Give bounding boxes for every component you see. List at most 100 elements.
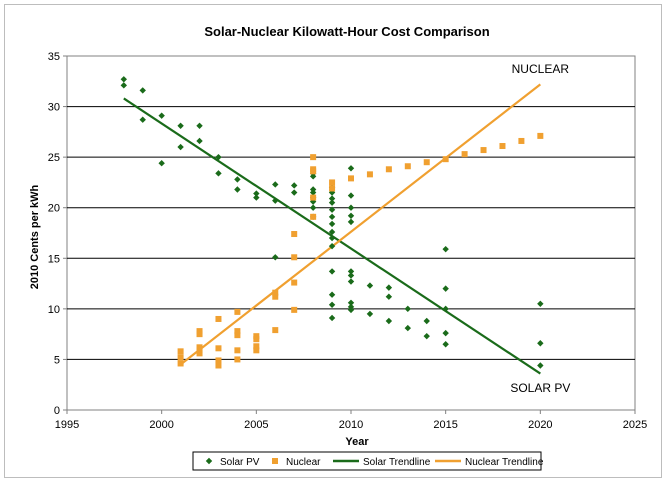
data-points [120, 76, 544, 369]
x-tick-label: 2020 [528, 419, 552, 431]
solar-pv-point [404, 324, 411, 332]
legend-marker [272, 458, 278, 464]
x-tick-label: 2025 [623, 419, 647, 431]
solar-pv-point [328, 291, 336, 298]
solar-pv-point [366, 310, 374, 318]
solar-pv-point [442, 341, 449, 348]
solar-pv-point [366, 282, 374, 289]
solar-pv-point [328, 220, 336, 228]
nuclear-point [234, 308, 241, 315]
chart: Solar-Nuclear Kilowatt-Hour Cost Compari… [29, 24, 647, 471]
solar-pv-point [328, 234, 336, 242]
solar-pv-point [328, 242, 336, 250]
solar-pv-point [291, 182, 298, 189]
y-tick-label: 10 [48, 304, 60, 316]
nuclear-point [404, 163, 411, 170]
legend-label: Nuclear Trendline [465, 457, 544, 468]
nuclear-point [234, 328, 241, 335]
nuclear-point [234, 356, 241, 363]
legend-label: Solar Trendline [363, 457, 431, 468]
nuclear-point [215, 362, 222, 369]
chart-title: Solar-Nuclear Kilowatt-Hour Cost Compari… [204, 24, 489, 39]
nuclear-point [310, 213, 317, 220]
solar-pv-point [442, 305, 449, 313]
nuclear-point [215, 357, 222, 364]
nuclear-point [253, 347, 260, 354]
solar-pv-point [537, 362, 544, 369]
solar-pv-point [309, 173, 317, 180]
x-axis-ticks: 1995 2000 2005 2010 2015 2020 2025 [55, 410, 647, 431]
solar-pv-point [328, 228, 336, 236]
nuclear-point [518, 137, 525, 144]
x-tick-label: 2005 [244, 419, 268, 431]
nuclear-point [253, 336, 260, 343]
solar-pv-point [347, 192, 355, 199]
nuclear-point [310, 154, 317, 161]
y-tick-label: 5 [54, 354, 60, 366]
nuclear-point [177, 348, 184, 355]
solar-pv-point [347, 272, 355, 279]
nuclear-point [177, 354, 184, 361]
solar-pv-point [120, 82, 127, 89]
nuclear-point [480, 147, 487, 154]
solar-pv-point [347, 165, 355, 172]
solar-pv-point [537, 340, 544, 347]
nuclear-trendline [179, 83, 542, 366]
legend-marker [205, 457, 213, 465]
solar-pv-point [158, 112, 165, 119]
solar-pv-point [196, 137, 203, 145]
nuclear-point [537, 132, 544, 139]
legend-label: Nuclear [286, 457, 321, 468]
x-tick-label: 1995 [55, 419, 79, 431]
nuclear-point [234, 347, 241, 354]
solar-pv-point [234, 176, 241, 183]
nuclear-point [291, 279, 298, 286]
solar-pv-point [404, 305, 411, 313]
solar-pv-point [328, 268, 336, 275]
legend-entry: Solar Trendline [333, 457, 431, 468]
nuclear-point [272, 327, 279, 334]
legend-entry: Nuclear Trendline [435, 457, 544, 468]
solar-pv-point [139, 87, 146, 94]
nuclear-point [215, 345, 222, 352]
solar-pv-point [385, 284, 393, 291]
solar-pv-point [309, 204, 317, 211]
nuclear-point [291, 306, 298, 313]
solar-pv-point [423, 332, 430, 340]
solar-pv-point [328, 213, 336, 221]
solar-pv-point [423, 317, 430, 325]
nuclear-point [196, 344, 203, 351]
y-tick-label: 35 [48, 51, 60, 63]
nuclear-point [423, 159, 430, 166]
nuclear-point [329, 179, 336, 186]
nuclear-point [310, 168, 317, 175]
nuclear-point [272, 293, 279, 300]
solar-pv-point [291, 189, 298, 196]
nuclear-point [196, 328, 203, 335]
solar-pv-point [347, 204, 355, 211]
nuclear-point [461, 151, 468, 158]
solar-pv-point [139, 116, 146, 123]
x-tick-label: 2000 [149, 419, 173, 431]
legend-box [192, 451, 542, 471]
nuclear-point [348, 175, 354, 182]
chart-frame: Solar-Nuclear Kilowatt-Hour Cost Compari… [4, 4, 662, 478]
legend-entry: Nuclear [272, 457, 321, 468]
solar-pv-point [158, 160, 165, 167]
annotations: NUCLEAR SOLAR PV [510, 62, 570, 395]
solar-pv-point [385, 293, 393, 300]
y-tick-label: 20 [48, 203, 60, 215]
solar-pv-point [328, 301, 336, 309]
x-tick-label: 2015 [433, 419, 457, 431]
legend: Solar PV Nuclear Solar Trendline Nuclear Tr… [192, 451, 544, 471]
solar-pv-point [196, 122, 203, 129]
solar-pv-point [442, 329, 449, 337]
x-axis-label: Year [345, 436, 369, 448]
solar-pv-point [347, 278, 355, 285]
nuclear-point [310, 194, 317, 201]
annotation-label: NUCLEAR [512, 62, 570, 76]
solar-pv-point [347, 212, 355, 220]
solar-pv-point [272, 197, 279, 204]
nuclear-point [291, 254, 298, 261]
solar-pv-point [328, 195, 336, 202]
